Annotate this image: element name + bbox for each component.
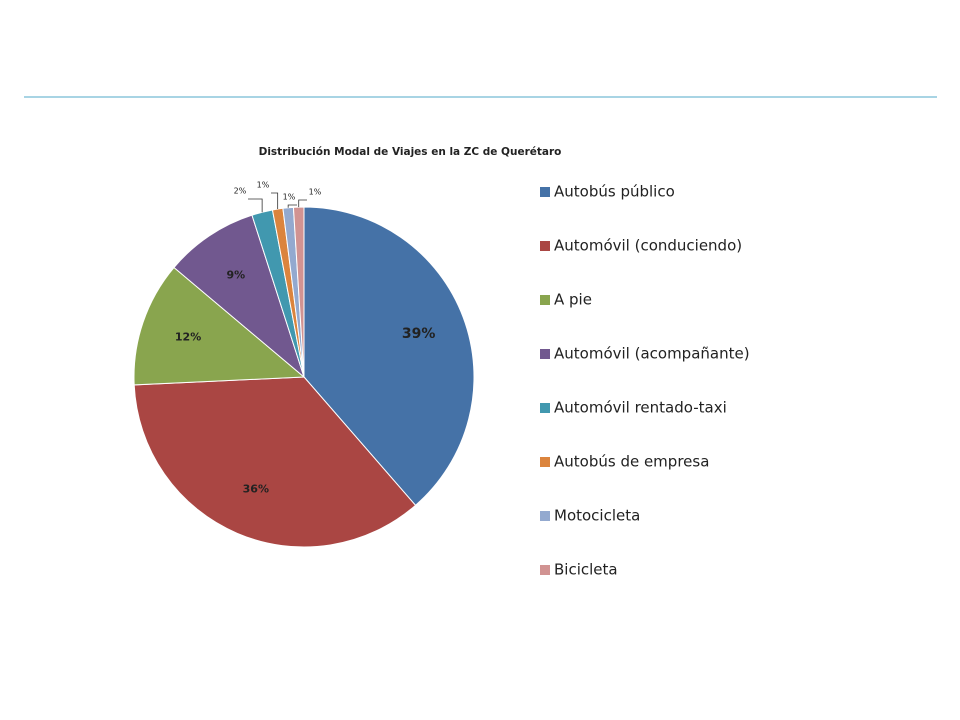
chart-title: Distribución Modal de Viajes en la ZC de…: [259, 146, 562, 158]
legend-label: Autobús de empresa: [554, 453, 709, 471]
legend-label: Motocicleta: [554, 507, 640, 525]
data-label: 9%: [226, 268, 245, 281]
legend-label: Autobús público: [554, 183, 675, 201]
leader-line: [298, 199, 307, 208]
legend-swatch: [540, 457, 550, 467]
pie-slice: [173, 214, 306, 379]
legend-label: A pie: [554, 291, 592, 309]
legend-swatch: [540, 295, 550, 305]
legend-label: Automóvil rentado-taxi: [554, 399, 727, 417]
legend-label: Bicicleta: [554, 561, 618, 579]
data-label: 1%: [309, 188, 322, 197]
legend-swatch: [540, 349, 550, 359]
legend-swatch: [540, 511, 550, 521]
data-label: 36%: [243, 483, 269, 496]
legend-swatch: [540, 241, 550, 251]
leader-line: [248, 198, 263, 213]
data-label: 1%: [257, 181, 270, 190]
pie-slice: [292, 206, 305, 378]
data-label: 39%: [402, 326, 436, 342]
legend-label: Automóvil (acompañante): [554, 345, 750, 363]
legend-swatch: [540, 565, 550, 575]
legend-swatch: [540, 187, 550, 197]
legend-swatch: [540, 403, 550, 413]
data-label: 12%: [175, 331, 201, 344]
legend-label: Automóvil (conduciendo): [554, 237, 742, 255]
leader-line: [287, 204, 297, 208]
leader-line: [271, 192, 279, 210]
data-label: 2%: [234, 187, 247, 196]
pie-slice: [133, 266, 306, 386]
pie-slice: [133, 376, 417, 548]
pie-slice: [303, 206, 475, 507]
data-label: 1%: [283, 193, 296, 202]
